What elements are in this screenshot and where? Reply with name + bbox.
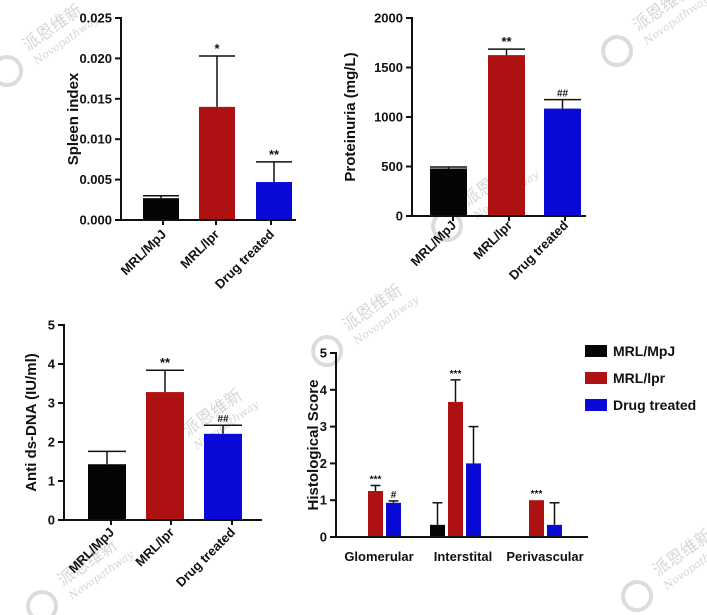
significance-label: ** [160,355,171,370]
y-tick-label: 0.010 [79,132,112,147]
y-tick-label: 0.020 [79,51,112,66]
bar [88,464,126,520]
y-axis-label: Histological Score [305,380,322,511]
bar [256,182,292,220]
y-tick-label: 2 [48,435,55,450]
watermark-logo [621,580,654,613]
bar [430,168,467,216]
bar [430,524,445,537]
charts-layer: 0.000 0.005 0.010 0.015 0.020 0.025 Spleen ind… [23,11,696,590]
bar [544,108,581,216]
significance-label: *** [370,474,382,485]
x-tick-label: Perivascular [506,549,583,564]
y-tick-label: 3 [48,396,55,411]
y-axis-label: Spleen index [65,72,82,165]
bar [488,55,525,216]
significance-label: *** [531,489,543,500]
y-tick-label: 4 [320,382,328,397]
y-axis-label: Anti ds-DNA (IU/ml) [23,353,40,492]
bar [368,491,383,537]
legend-swatch [585,372,607,384]
bar [529,500,544,537]
watermark-logo [0,55,24,88]
x-tick-label: Drug treated [212,226,277,291]
y-tick-label: 0.015 [79,91,112,106]
significance-label: ** [269,147,280,162]
significance-label: * [214,41,220,56]
y-tick-label: 4 [48,357,56,372]
bar [448,401,463,537]
y-tick-label: 0 [396,209,403,224]
bar [466,463,481,537]
x-tick-label: MRL/MpJ [118,227,169,278]
bar [146,392,184,520]
x-tick-label: MRL/lpr [132,525,177,570]
significance-label: ## [217,414,229,425]
y-tick-label: 5 [48,318,55,333]
y-tick-label: 2 [320,456,327,471]
y-tick-label: 1500 [374,60,403,75]
watermark-logo [311,335,344,368]
watermark-logo [26,590,59,615]
y-tick-label: 1000 [374,110,403,125]
x-tick-label: Drug treated [506,217,571,282]
x-tick-label: MRL/lpr [177,227,222,272]
y-tick-label: 0.025 [79,11,112,26]
y-tick-label: 500 [381,159,403,174]
significance-label: ## [557,89,569,100]
y-tick-label: 3 [320,419,327,434]
legend-label: MRL/MpJ [613,343,675,359]
y-tick-label: 2000 [374,11,403,26]
x-tick-label: Drug treated [173,524,238,589]
chart-panel-1: 0.000 0.005 0.010 0.015 0.020 0.025 Spleen ind… [65,11,296,292]
y-tick-label: 0.005 [79,172,112,187]
legend-swatch [585,345,607,357]
y-tick-label: 0 [48,513,55,528]
bar [547,524,562,537]
chart-panel-4: 0 1 2 3 4 5 Histological Score *** *** *** # Glomer… [305,343,696,564]
y-axis-label: Proteinuria (mg/L) [342,52,359,181]
significance-label: # [391,490,397,501]
x-tick-label: Interstital [434,549,493,564]
legend-label: MRL/lpr [613,370,666,386]
bar [386,502,401,537]
y-tick-label: 5 [320,346,327,361]
x-tick-label: Glomerular [344,549,413,564]
legend: MRL/MpJ MRL/lpr Drug treated [585,343,696,413]
legend-swatch [585,399,607,411]
y-tick-label: 1 [48,474,55,489]
significance-label: ** [501,34,512,49]
legend-label: Drug treated [613,397,696,413]
bar [204,433,242,520]
bar [143,198,179,220]
y-tick-label: 0 [320,530,327,545]
y-tick-label: 1 [320,493,327,508]
bar [199,106,235,220]
significance-label: *** [450,369,462,380]
chart-panel-2: 0 500 1000 1500 2000 Proteinuria (mg/L) ** ## MR… [342,11,586,283]
x-tick-label: MRL/lpr [470,218,515,263]
y-tick-label: 0.000 [79,213,112,228]
watermark-logo [601,35,634,68]
